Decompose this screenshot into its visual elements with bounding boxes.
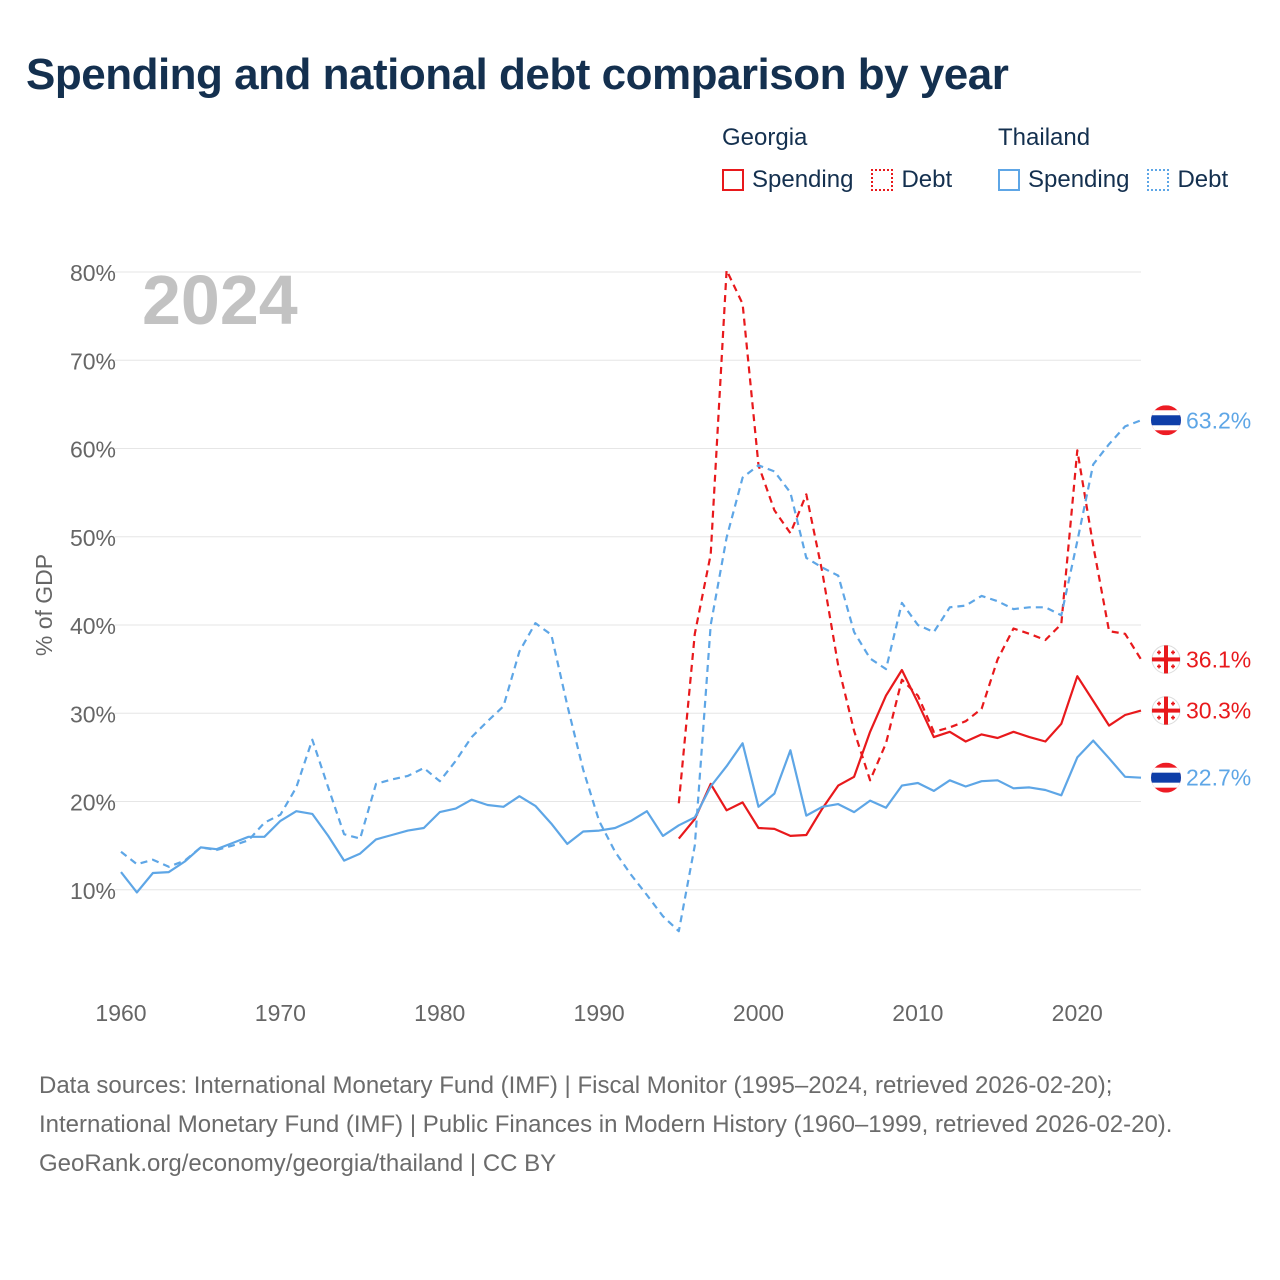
x-axis-ticks: 1960 1970 1980 1990 2000 2010 2020 (95, 1000, 1102, 1026)
x-tick-label: 2000 (733, 1000, 784, 1026)
data-sources: Data sources: International Monetary Fun… (39, 1072, 1173, 1138)
legend-georgia-title: Georgia (722, 124, 808, 151)
flag-small-cross (1172, 664, 1174, 669)
flag-small-cross (1158, 664, 1160, 669)
end-label-georgia: 30.3% (1151, 696, 1251, 726)
solid-swatch-icon (722, 169, 744, 191)
legend-thailand-spending[interactable]: Spending (998, 166, 1129, 194)
end-label-thailand: 22.7% (1151, 762, 1251, 793)
year-watermark: 2024 (142, 261, 298, 339)
thailand-flag-icon (1151, 762, 1181, 793)
legend-georgia-debt[interactable]: Debt (871, 166, 952, 194)
y-tick-label: 70% (70, 348, 116, 374)
end-value-label: 30.3% (1186, 698, 1251, 724)
end-label-thailand: 63.2% (1151, 405, 1251, 436)
end-value-label: 22.7% (1186, 765, 1251, 791)
x-tick-label: 1980 (414, 1000, 465, 1026)
flag-small-cross (1158, 701, 1160, 706)
legend-thailand-debt-label: Debt (1177, 166, 1229, 193)
thailand-spending-line (120, 739, 1142, 894)
footer: Data sources: International Monetary Fun… (39, 1066, 1239, 1183)
legend-georgia-debt-label: Debt (901, 166, 953, 193)
chart-gridlines (115, 271, 1141, 891)
y-tick-label: 50% (70, 525, 116, 551)
flag-small-cross (1158, 650, 1160, 655)
legend-georgia-spending[interactable]: Spending (722, 166, 853, 194)
y-axis-ticks: 10% 20% 30% 40% 50% 60% 70% 80% (70, 260, 116, 904)
page-title: Spending and national debt comparison by… (26, 50, 1009, 99)
legend-thailand-debt[interactable]: Debt (1147, 166, 1228, 194)
thailand-flag-icon (1151, 405, 1181, 436)
x-tick-label: 2010 (892, 1000, 943, 1026)
flag-small-cross (1172, 701, 1174, 706)
flag-body (1151, 762, 1181, 793)
legend-thailand-spending-label: Spending (1028, 166, 1130, 193)
end-labels: 30.3% 36.1% 22.7% 63.2% (1151, 405, 1251, 793)
flag-small-cross (1172, 650, 1174, 655)
end-label-georgia: 36.1% (1151, 644, 1251, 674)
legend-georgia-spending-label: Spending (752, 166, 854, 193)
georgia-debt-line (677, 269, 1142, 804)
y-tick-label: 40% (70, 613, 116, 639)
y-axis-label: % of GDP (31, 554, 57, 656)
y-tick-label: 60% (70, 437, 116, 463)
y-tick-label: 80% (70, 260, 116, 286)
flag-body (1151, 405, 1181, 436)
dotted-swatch-icon (1147, 169, 1170, 191)
flag-cross-vertical (1164, 645, 1168, 674)
legend-thailand: Thailand Spending Debt (998, 124, 1246, 194)
x-tick-label: 2020 (1052, 1000, 1103, 1026)
flag-small-cross (1172, 715, 1174, 720)
end-value-label: 63.2% (1186, 407, 1251, 433)
thailand-debt-line (120, 419, 1142, 933)
chart-series (120, 269, 1142, 933)
flag-stripe-blue (1151, 772, 1181, 783)
y-tick-label: 10% (70, 878, 116, 904)
x-tick-label: 1970 (255, 1000, 306, 1026)
georgia-flag-icon (1151, 696, 1181, 726)
dotted-swatch-icon (871, 169, 894, 191)
y-tick-label: 30% (70, 701, 116, 727)
end-value-label: 36.1% (1186, 646, 1251, 672)
y-tick-label: 20% (70, 790, 116, 816)
line-chart: 2024 % of GDP 10% 20% 30% 40% 50% 60% 70% 80% 1… (31, 260, 1251, 1026)
legend-thailand-title: Thailand (998, 124, 1091, 151)
x-tick-label: 1990 (574, 1000, 625, 1026)
credit-link[interactable]: GeoRank.org/economy/georgia/thailand | C… (39, 1150, 557, 1177)
flag-small-cross (1158, 715, 1160, 720)
flag-cross-vertical (1164, 696, 1168, 725)
solid-swatch-icon (998, 169, 1020, 191)
x-tick-label: 1960 (95, 1000, 146, 1026)
legend-georgia: Georgia Spending Debt (722, 124, 970, 194)
georgia-spending-line (677, 668, 1142, 840)
georgia-flag-icon (1151, 644, 1181, 674)
flag-stripe-blue (1151, 415, 1181, 426)
